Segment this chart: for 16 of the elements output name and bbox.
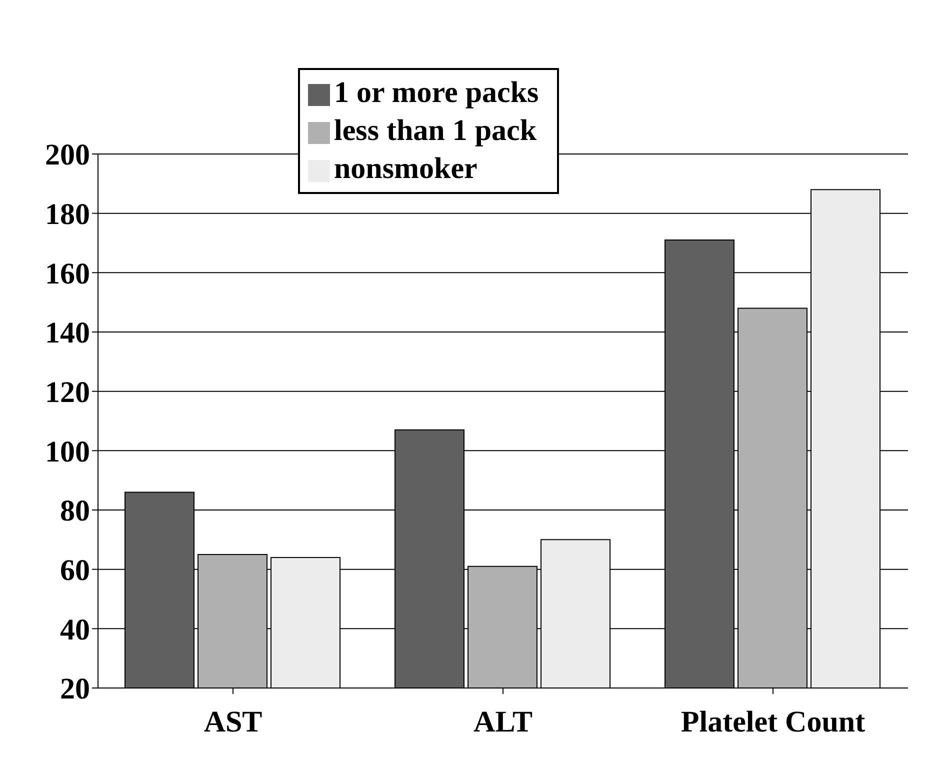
y-tick-label: 20 — [60, 672, 90, 706]
y-tick-label: 100 — [45, 435, 90, 468]
x-tick-label: ALT — [474, 705, 532, 738]
legend-label: 1 or more packs — [334, 76, 539, 109]
y-tick-label: 80 — [60, 494, 90, 528]
x-tick-label: Platelet Count — [680, 705, 866, 738]
y-tick-label: 180 — [45, 198, 90, 231]
y-tick-label: 140 — [45, 316, 90, 350]
y-tick-label: 60 — [60, 554, 90, 587]
legend-label: nonsmoker — [334, 152, 478, 185]
y-tick-label: 160 — [45, 257, 90, 290]
y-tick-label: 40 — [60, 613, 90, 646]
y-tick-label: 120 — [45, 376, 90, 409]
legend-label: less than 1 pack — [334, 114, 537, 147]
y-tick-label: 200 — [45, 138, 90, 172]
x-tick-label: AST — [204, 705, 262, 738]
